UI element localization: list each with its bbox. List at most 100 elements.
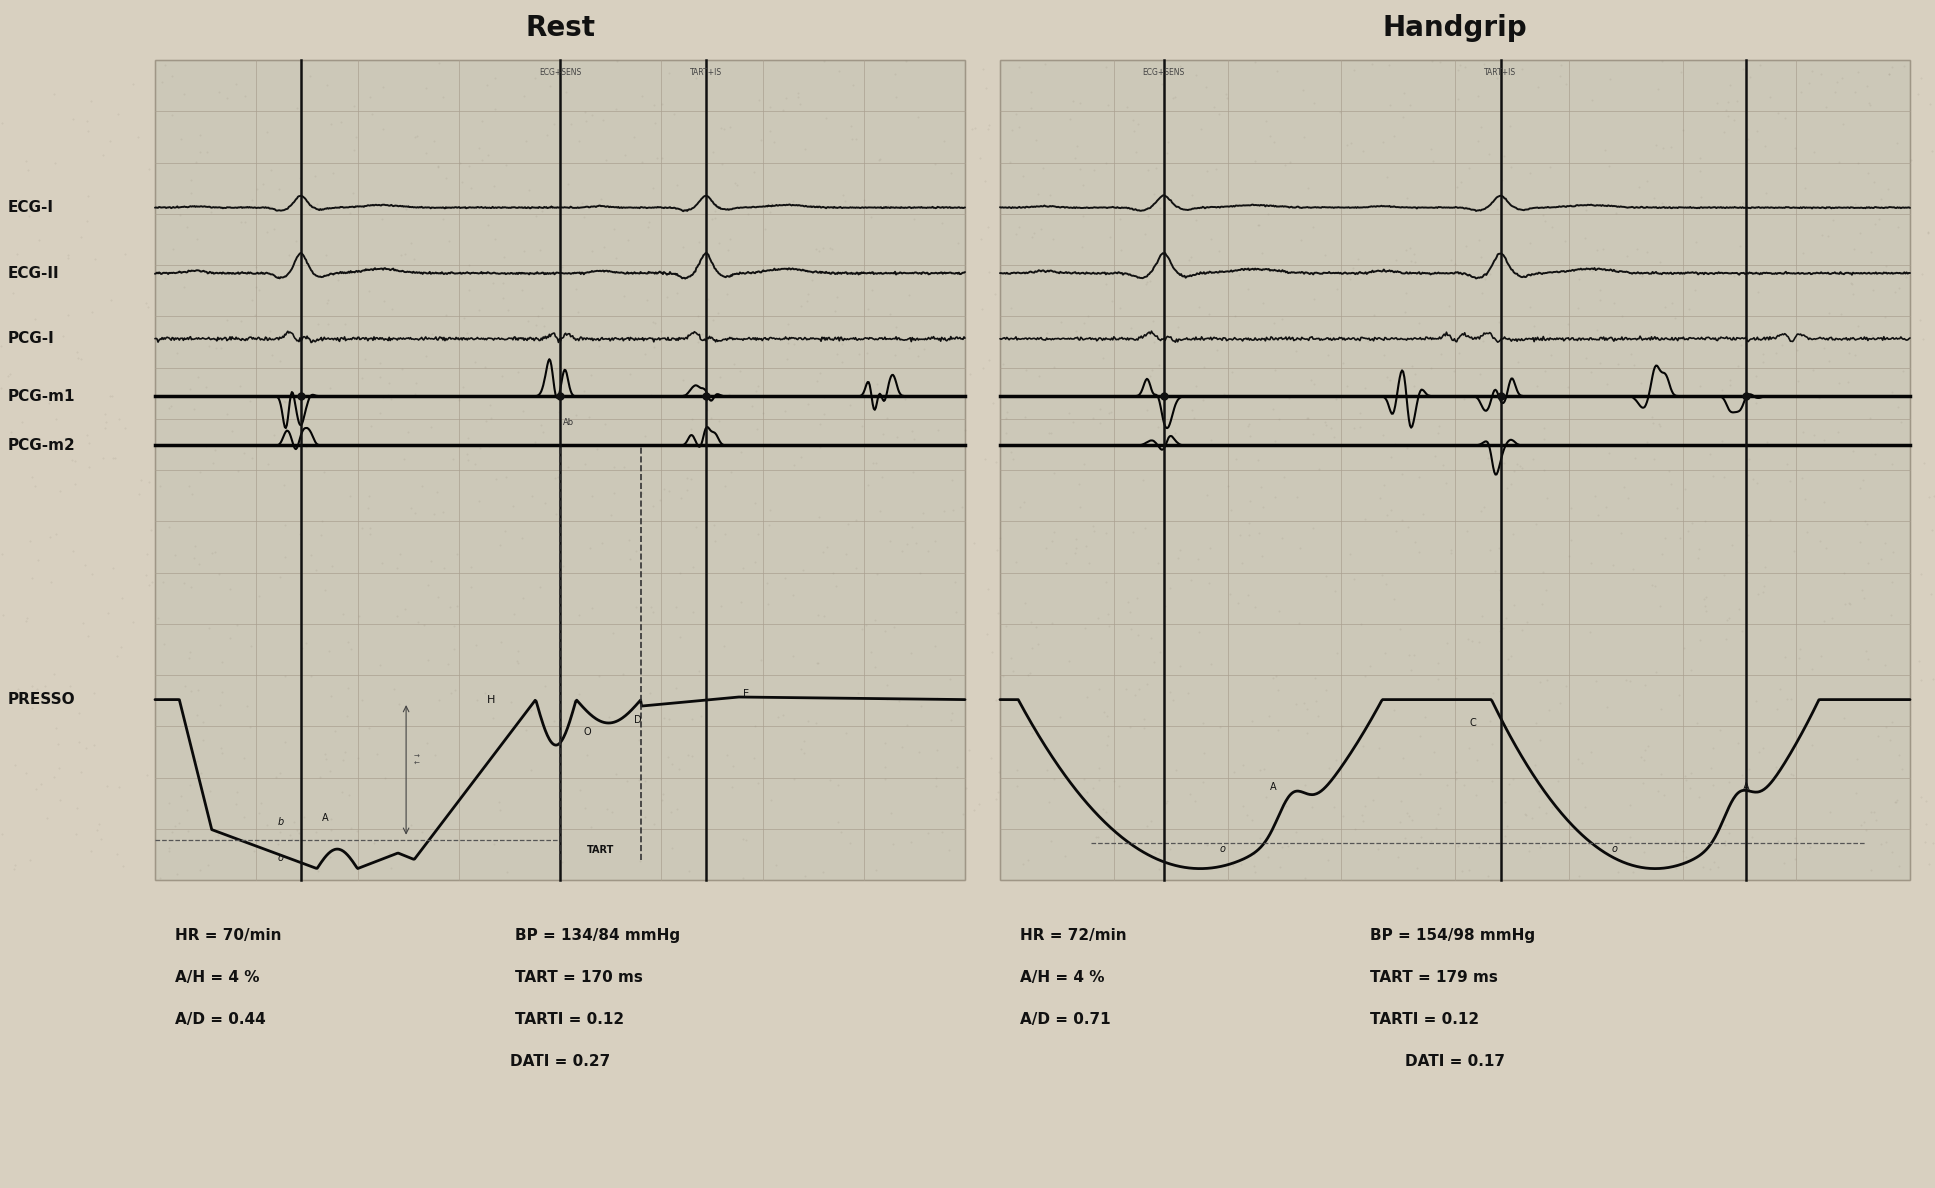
Point: [1664, 685, 1695, 704]
Point: [1896, 151, 1927, 170]
Point: [1829, 564, 1860, 583]
Point: [1771, 454, 1801, 473]
Point: [1629, 740, 1660, 759]
Point: [646, 148, 677, 168]
Point: [1625, 374, 1656, 393]
Point: [1463, 838, 1494, 857]
Text: H: H: [488, 695, 495, 706]
Point: [1790, 489, 1821, 508]
Point: [654, 63, 685, 82]
Point: [1153, 683, 1184, 702]
Point: [598, 624, 629, 643]
Point: [1204, 105, 1235, 124]
Point: [300, 166, 331, 185]
Point: [381, 558, 412, 577]
Point: [964, 795, 995, 814]
Point: [161, 545, 192, 564]
Point: [283, 99, 313, 118]
Point: [1683, 377, 1714, 396]
Point: [1848, 813, 1879, 832]
Point: [1027, 158, 1058, 177]
Point: [753, 516, 784, 535]
Point: [793, 284, 824, 303]
Point: [1188, 744, 1219, 763]
Point: [1318, 428, 1349, 447]
Point: [1310, 681, 1341, 700]
Point: [728, 558, 759, 577]
Point: [528, 676, 559, 695]
Point: [513, 311, 544, 330]
Point: [1227, 855, 1258, 874]
Point: [1173, 683, 1204, 702]
Point: [284, 168, 315, 187]
Point: [1324, 102, 1354, 121]
Point: [1097, 291, 1128, 310]
Point: [840, 129, 871, 148]
Point: [908, 504, 938, 523]
Point: [1465, 118, 1496, 137]
Point: [749, 220, 780, 239]
Point: [1374, 371, 1405, 390]
Point: [908, 340, 938, 359]
Point: [563, 606, 594, 625]
Point: [1805, 64, 1836, 83]
Point: [830, 723, 861, 742]
Point: [648, 480, 679, 499]
Point: [592, 800, 623, 819]
Point: [911, 823, 942, 842]
Point: [1856, 802, 1887, 821]
Point: [1726, 765, 1757, 784]
Point: [768, 402, 799, 421]
Point: [70, 739, 101, 758]
Point: [861, 860, 892, 879]
Point: [184, 555, 215, 574]
Point: [284, 823, 315, 842]
Point: [1594, 69, 1625, 88]
Point: [1010, 407, 1041, 426]
Point: [1418, 742, 1449, 762]
Point: [95, 387, 126, 406]
Point: [1877, 454, 1908, 473]
Point: [1434, 297, 1465, 316]
Point: [1058, 412, 1089, 431]
Point: [410, 346, 441, 365]
Point: [1024, 366, 1055, 385]
Point: [1600, 203, 1631, 222]
Point: [2, 680, 33, 699]
Point: [244, 587, 275, 606]
Text: A/H = 4 %: A/H = 4 %: [1020, 969, 1105, 985]
Point: [788, 561, 819, 580]
Point: [600, 248, 631, 267]
Point: [699, 516, 729, 535]
Point: [1128, 709, 1159, 728]
Point: [428, 210, 459, 229]
Point: [1852, 554, 1883, 573]
Point: [420, 746, 451, 765]
Point: [1409, 708, 1440, 727]
Point: [1683, 148, 1714, 168]
Point: [778, 770, 809, 789]
Point: [207, 263, 238, 282]
Point: [1482, 69, 1513, 88]
Point: [1252, 847, 1283, 866]
Point: [772, 349, 803, 368]
Point: [991, 423, 1022, 442]
Point: [1087, 800, 1118, 819]
Point: [1204, 241, 1235, 260]
Point: [1625, 748, 1656, 767]
Point: [664, 627, 695, 646]
Point: [296, 666, 327, 685]
Point: [849, 191, 880, 210]
Point: [1451, 236, 1482, 255]
Point: [1035, 614, 1066, 633]
Point: [269, 732, 300, 751]
Point: [969, 78, 1000, 97]
Point: [1680, 232, 1711, 251]
Point: [1368, 345, 1399, 364]
Point: [1500, 462, 1531, 481]
Point: [613, 230, 644, 249]
Point: [739, 494, 770, 513]
Point: [1525, 731, 1556, 750]
Point: [588, 415, 619, 434]
Point: [921, 689, 952, 708]
